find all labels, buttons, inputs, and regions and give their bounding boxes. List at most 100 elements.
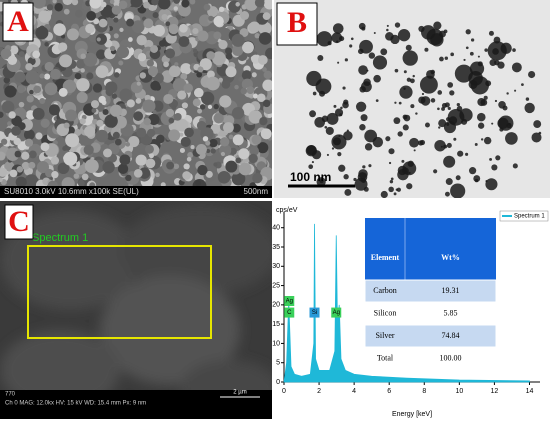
particle (413, 149, 416, 152)
particle (213, 103, 219, 110)
particle (11, 115, 22, 127)
particle (249, 146, 260, 156)
particle (359, 39, 373, 54)
particle (95, 49, 107, 60)
particle (402, 124, 409, 131)
particle (252, 93, 258, 99)
particle (116, 45, 130, 59)
particle (197, 108, 203, 114)
sem-texture (0, 0, 272, 193)
particle (344, 189, 352, 196)
particle (153, 24, 165, 37)
table-cell: Carbon (373, 286, 397, 295)
particle (111, 5, 122, 15)
table-cell: Total (377, 353, 394, 362)
particle (463, 58, 466, 62)
particle (113, 17, 119, 23)
particle (262, 79, 272, 92)
particle (130, 0, 143, 8)
particle (39, 97, 46, 104)
particle (491, 164, 498, 171)
particle (39, 73, 45, 79)
particle (424, 47, 429, 52)
particle (136, 127, 147, 138)
particle (180, 63, 192, 75)
particle (483, 95, 488, 100)
particle (13, 137, 21, 146)
particle (397, 131, 403, 137)
image-id: 770 (5, 392, 16, 398)
scale-label: 100 nm (290, 170, 331, 184)
particle (324, 125, 328, 129)
particle (117, 163, 129, 174)
particle (28, 161, 36, 169)
peak-label: C (287, 310, 292, 316)
particle (418, 140, 424, 146)
particle (409, 137, 419, 148)
particle (430, 69, 436, 75)
particle (528, 70, 536, 79)
particle (84, 159, 99, 174)
particle (312, 91, 317, 96)
particle (24, 138, 34, 147)
particle (406, 77, 412, 82)
particle (218, 77, 223, 83)
particle (258, 21, 272, 35)
particle (119, 27, 124, 32)
particle (453, 137, 457, 141)
particle (126, 99, 135, 108)
particle (44, 61, 54, 72)
particle (100, 1, 107, 8)
particle (28, 150, 37, 159)
particle (418, 96, 426, 104)
particle (180, 73, 188, 80)
particle (113, 72, 120, 78)
spectrum-area (283, 223, 530, 383)
particle (144, 144, 154, 154)
particle (218, 39, 228, 50)
spectrum-region (27, 245, 212, 339)
particle (136, 81, 141, 86)
particle (168, 117, 175, 124)
particle (211, 51, 226, 66)
particle (102, 161, 115, 174)
particle (480, 138, 484, 141)
particle (74, 72, 82, 80)
legend-label: Spectrum 1 (514, 214, 545, 220)
particle (205, 170, 213, 178)
particle (21, 161, 30, 170)
particle (359, 86, 366, 93)
particle (514, 89, 517, 92)
particle (48, 104, 60, 116)
particle (238, 76, 244, 82)
particle (161, 13, 168, 21)
particle (0, 151, 6, 161)
particle (81, 173, 89, 181)
particle (163, 61, 169, 68)
particle (380, 48, 388, 56)
particle (206, 148, 211, 154)
particle (337, 61, 340, 64)
particle (158, 40, 166, 47)
y-tick-label: 25 (272, 282, 280, 289)
particle (437, 90, 443, 95)
particle (172, 78, 187, 92)
peak-label: Si (312, 310, 317, 316)
particle (183, 163, 190, 170)
particle (246, 86, 255, 95)
particle (131, 20, 145, 34)
particle (349, 44, 353, 48)
particle (187, 151, 194, 159)
particle (173, 163, 180, 170)
particle (207, 104, 213, 110)
particle (125, 142, 131, 147)
particle (26, 95, 34, 103)
particle (63, 122, 70, 129)
particle (103, 148, 112, 158)
particle (50, 156, 60, 165)
particle (498, 101, 506, 109)
panel-letter: B (287, 6, 307, 39)
particle (231, 171, 246, 186)
particle (210, 148, 216, 154)
particle (332, 23, 344, 34)
